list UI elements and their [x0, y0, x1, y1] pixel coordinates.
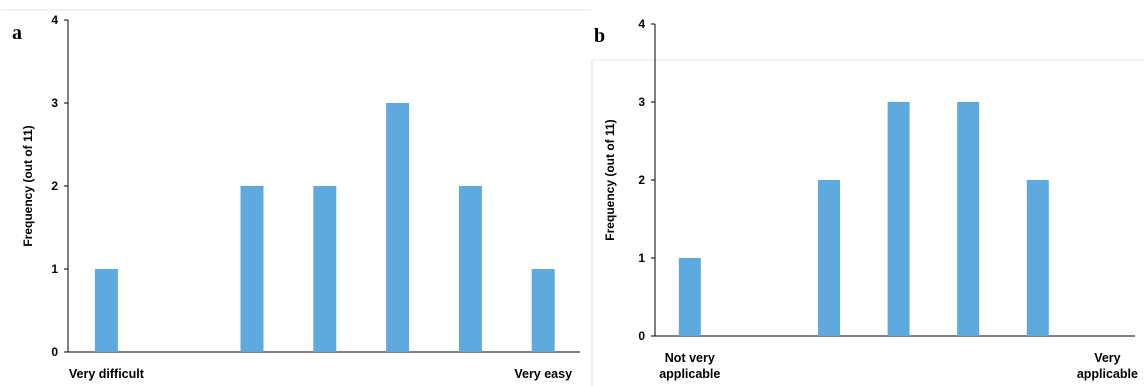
panel-b-bar-4: [887, 102, 910, 336]
panel-b-x-start-label: applicable: [659, 367, 720, 381]
panel-b-y-tick-label: 4: [638, 17, 645, 31]
panel-a-y-tick-label: 4: [51, 13, 58, 27]
panel-b-bar-3: [818, 180, 840, 336]
panel-a-x-end-label: Very easy: [514, 367, 572, 381]
panel-a-bar-4: [313, 186, 337, 352]
panel-a-bar-5: [386, 103, 410, 352]
panel-a-y-tick-label: 1: [51, 262, 58, 276]
panel-a-bar-7: [531, 269, 555, 352]
panel-a-y-tick-label: 3: [51, 96, 58, 110]
panel-a-x-start-label: Very difficult: [69, 367, 145, 381]
panel-letter-b: b: [594, 25, 606, 47]
panel-a-y-tick-label: 2: [51, 179, 58, 193]
panel-b-y-axis-label: Frequency (out of 11): [603, 119, 617, 240]
panel-a-y-axis-label: Frequency (out of 11): [21, 125, 35, 246]
panel-b-y-tick-label: 2: [638, 173, 645, 187]
panel-b-bar-5: [957, 102, 980, 336]
panel-letter-a: a: [12, 22, 22, 44]
panel-b-y-tick-label: 0: [638, 329, 645, 343]
panel-b-bar-1: [678, 258, 701, 336]
panel-b-x-end-label: Very: [1094, 351, 1120, 365]
panel-b-y-tick-label: 1: [638, 251, 645, 265]
panel-b-x-end-label: applicable: [1077, 367, 1138, 381]
panel-a-y-tick-label: 0: [51, 345, 58, 359]
panel-a-bar-6: [458, 186, 482, 352]
panel-b-y-tick-label: 3: [638, 95, 645, 109]
panel-b-x-start-label: Not very: [665, 351, 715, 365]
panel-a-bar-1: [94, 269, 118, 352]
panel-a-bar-3: [240, 186, 264, 352]
panel-b-bar-6: [1026, 180, 1049, 336]
